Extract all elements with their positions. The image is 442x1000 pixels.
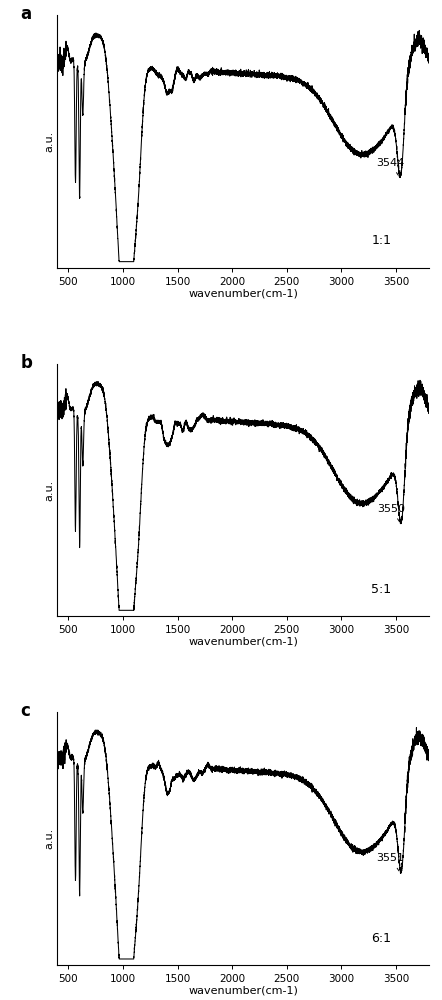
Text: 3544: 3544	[376, 158, 404, 175]
Y-axis label: a.u.: a.u.	[45, 479, 55, 501]
Text: b: b	[20, 354, 32, 372]
Text: c: c	[20, 702, 30, 720]
Text: 6:1: 6:1	[372, 932, 392, 945]
Text: a: a	[20, 5, 31, 23]
Text: 3551: 3551	[377, 853, 404, 871]
Y-axis label: a.u.: a.u.	[45, 828, 55, 849]
X-axis label: wavenumber(cm-1): wavenumber(cm-1)	[188, 637, 298, 647]
X-axis label: wavenumber(cm-1): wavenumber(cm-1)	[188, 288, 298, 298]
Y-axis label: a.u.: a.u.	[45, 131, 55, 152]
X-axis label: wavenumber(cm-1): wavenumber(cm-1)	[188, 985, 298, 995]
Text: 3550: 3550	[377, 504, 405, 521]
Text: 5:1: 5:1	[371, 583, 392, 596]
Text: 1:1: 1:1	[372, 234, 392, 247]
